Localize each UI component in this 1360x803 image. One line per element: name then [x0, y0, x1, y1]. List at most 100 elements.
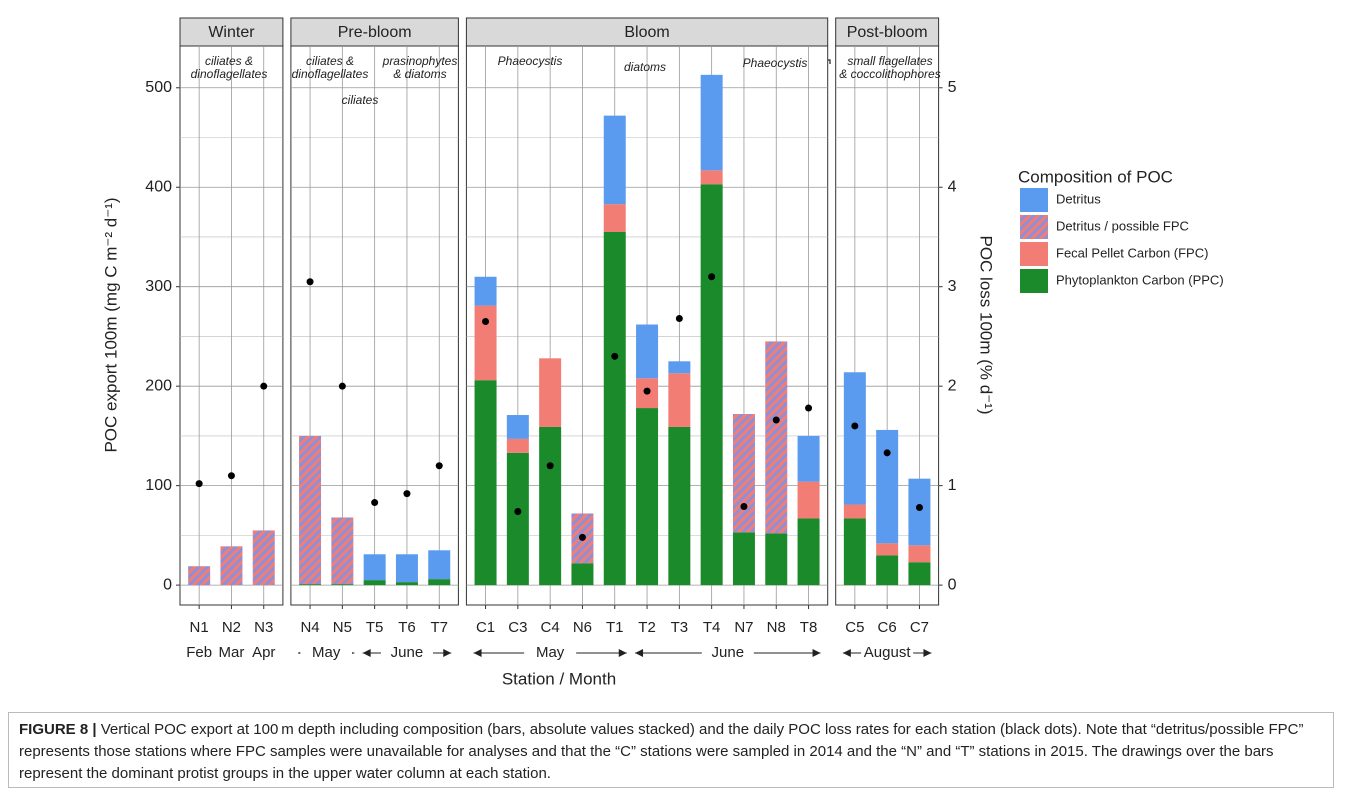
legend-swatch: [1020, 188, 1048, 212]
bar-segment: [701, 75, 723, 170]
loss-dot: [579, 534, 586, 541]
x-tick-label: C6: [878, 619, 897, 636]
loss-dot: [403, 490, 410, 497]
bar-segment: [765, 533, 787, 585]
legend-swatch: [1020, 269, 1048, 293]
bar-segment: [299, 436, 321, 584]
x-tick-label: N7: [734, 619, 753, 636]
loss-dot: [611, 353, 618, 360]
bar-segment: [539, 358, 561, 427]
x-axis-title: Station / Month: [502, 669, 616, 688]
loss-dot: [307, 278, 314, 285]
caption-label: FIGURE 8 |: [19, 721, 97, 738]
bar-segment: [299, 584, 321, 585]
bar-segment: [604, 232, 626, 585]
x-tick-label: N1: [190, 619, 209, 636]
loss-dot: [514, 508, 521, 515]
bar-segment: [876, 543, 898, 555]
loss-dot: [260, 383, 267, 390]
annotation: diatoms: [624, 60, 666, 74]
bar-segment: [733, 414, 755, 532]
legend-label: Fecal Pellet Carbon (FPC): [1056, 245, 1208, 260]
bar-segment: [668, 373, 690, 427]
bar-segment: [844, 518, 866, 585]
x-tick-label: N5: [333, 619, 352, 636]
x-tick-label: T4: [703, 619, 721, 636]
bar-segment: [475, 277, 497, 306]
x-tick-label: T1: [606, 619, 624, 636]
bar-segment: [668, 361, 690, 373]
y-tick-label: 200: [145, 377, 172, 394]
loss-dot: [740, 503, 747, 510]
x-tick-label: T7: [430, 619, 448, 636]
loss-dot: [339, 383, 346, 390]
annotation: Phaeocystis: [743, 56, 808, 70]
annotation: ciliates: [342, 93, 379, 107]
month-label: Mar: [219, 644, 245, 661]
legend-swatch: [1020, 215, 1048, 239]
month-label: May: [312, 644, 341, 661]
loss-dot: [644, 388, 651, 395]
annotation: dinoflagellates: [292, 67, 369, 81]
x-tick-label: T3: [671, 619, 689, 636]
loss-dot: [851, 422, 858, 429]
legend-label: Detritus: [1056, 191, 1101, 206]
y-axis-title: POC export 100m (mg C m⁻² d⁻¹): [101, 197, 120, 452]
bar-segment: [364, 554, 386, 580]
annotation: ciliates &: [306, 54, 354, 68]
annotation: ciliates &: [205, 54, 253, 68]
loss-dot: [708, 273, 715, 280]
bar-segment: [253, 530, 275, 585]
month-label: June: [391, 644, 424, 661]
x-tick-label: T2: [638, 619, 656, 636]
bar-segment: [220, 546, 242, 585]
bar-segment: [636, 325, 658, 379]
facet-title: Winter: [208, 24, 255, 41]
bar-segment: [364, 580, 386, 585]
loss-dot: [676, 315, 683, 322]
bar-segment: [765, 341, 787, 533]
loss-dot: [547, 462, 554, 469]
bar-segment: [475, 380, 497, 585]
x-tick-label: N2: [222, 619, 241, 636]
bar-segment: [876, 555, 898, 585]
annotation: & diatoms: [393, 67, 446, 81]
bar-segment: [876, 430, 898, 543]
facet-title: Bloom: [624, 24, 669, 41]
loss-dot: [228, 472, 235, 479]
bar-segment: [844, 372, 866, 504]
facet-title: Post-bloom: [847, 24, 928, 41]
bar-segment: [908, 562, 930, 585]
annotation: Phaeocystis: [498, 54, 563, 68]
x-tick-label: T6: [398, 619, 416, 636]
bar-segment: [604, 116, 626, 205]
y2-tick-label: 3: [948, 278, 957, 295]
annotation: small flagellates: [847, 54, 932, 68]
x-tick-label: C5: [845, 619, 864, 636]
chart: POC export 100m (mg C m⁻² d⁻¹) POC loss …: [0, 0, 1360, 708]
bar-segment: [798, 482, 820, 519]
loss-dot: [436, 462, 443, 469]
bar-segment: [331, 584, 353, 585]
x-tick-label: T8: [800, 619, 818, 636]
y2-tick-label: 5: [948, 79, 957, 96]
y-tick-label: 500: [145, 79, 172, 96]
bar-segment: [331, 517, 353, 584]
legend-title: Composition of POC: [1018, 167, 1173, 186]
facet-title: Pre-bloom: [338, 24, 412, 41]
bar-segment: [844, 505, 866, 519]
loss-dot: [196, 480, 203, 487]
bar-segment: [188, 566, 210, 585]
bar-segment: [701, 184, 723, 585]
x-tick-label: N8: [767, 619, 786, 636]
y2-axis-title: POC loss 100m (% d⁻¹): [977, 235, 996, 414]
bar-segment: [604, 204, 626, 232]
x-tick-label: T5: [366, 619, 384, 636]
month-label: Feb: [186, 644, 212, 661]
loss-dot: [773, 416, 780, 423]
bar-segment: [636, 408, 658, 585]
bar-segment: [908, 479, 930, 546]
y-tick-label: 300: [145, 278, 172, 295]
y2-tick-label: 4: [948, 178, 957, 195]
bar-segment: [507, 439, 529, 453]
